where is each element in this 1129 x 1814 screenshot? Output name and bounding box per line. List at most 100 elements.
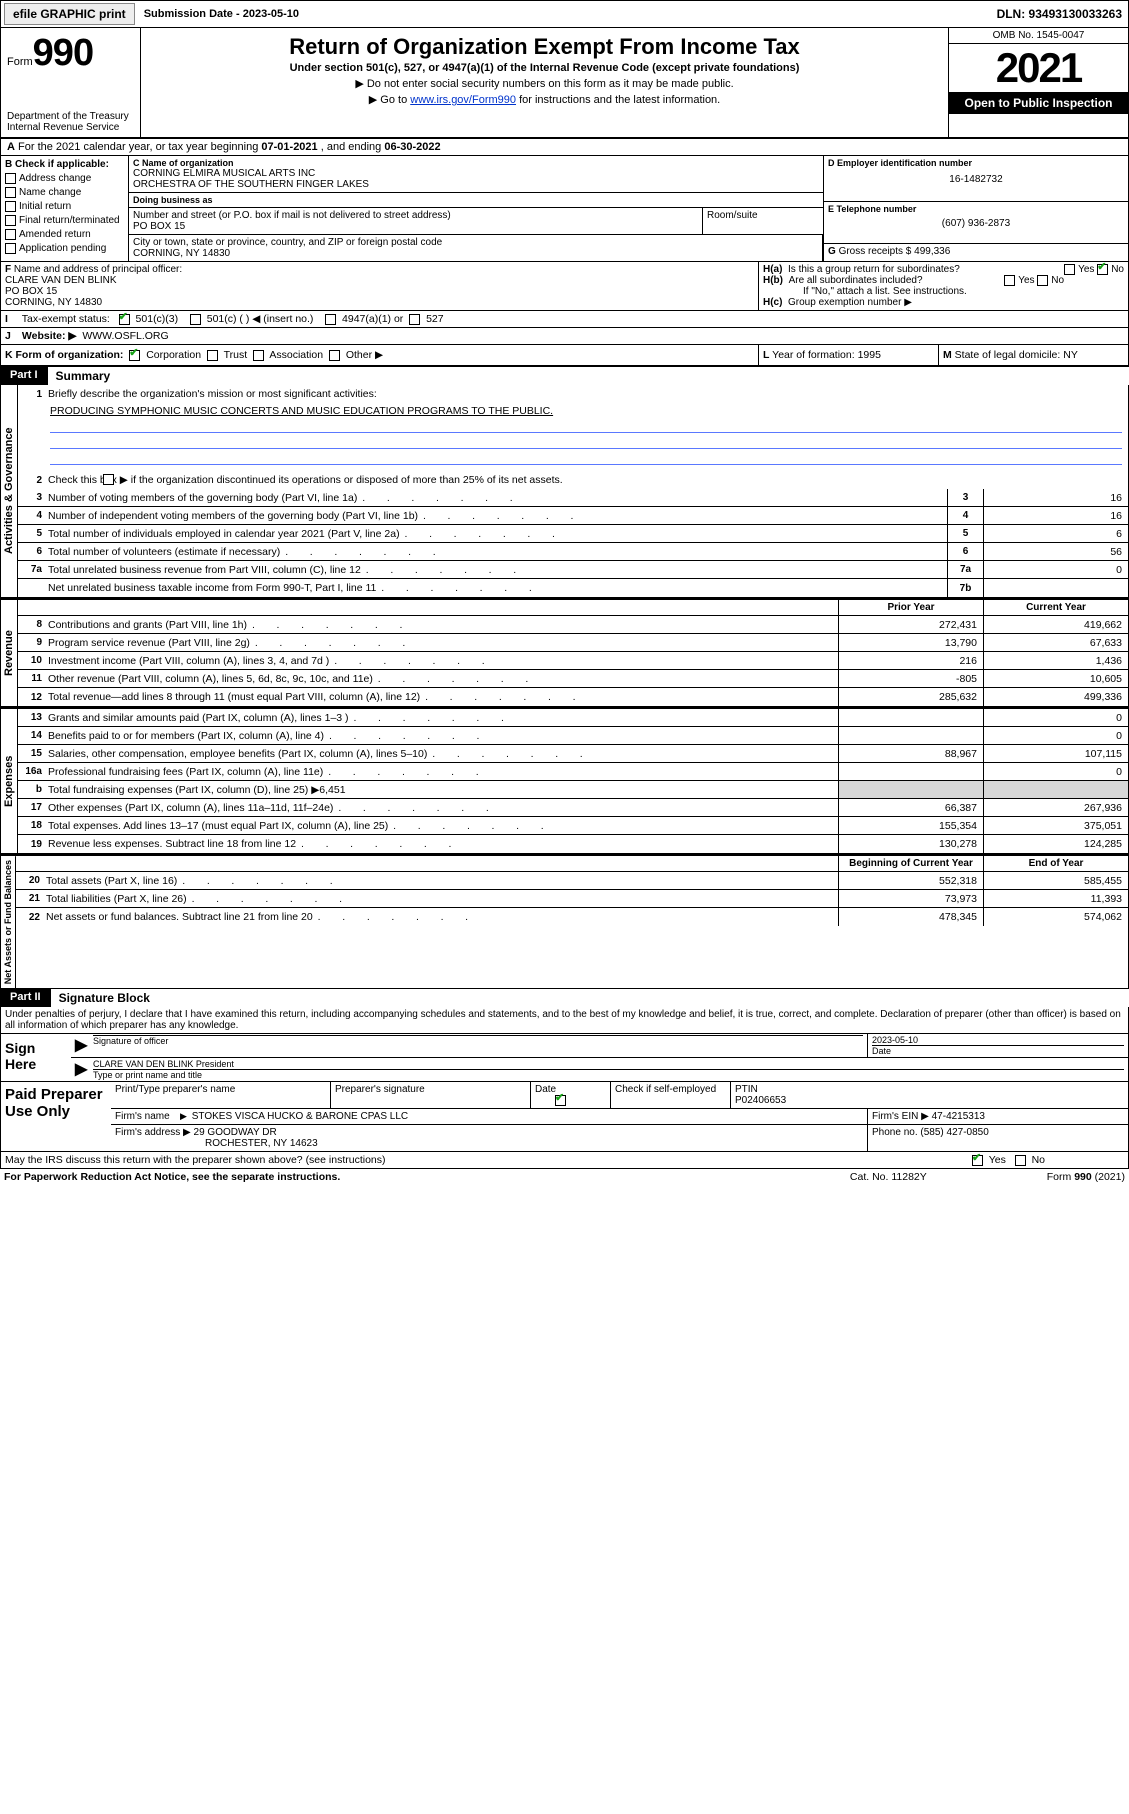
table-row: 18Total expenses. Add lines 13–17 (must …: [18, 817, 1128, 835]
initial-return-checkbox[interactable]: [5, 201, 16, 212]
form-header: Form990 Department of the Treasury Inter…: [0, 28, 1129, 139]
final-return-checkbox[interactable]: [5, 215, 16, 226]
form-title: Return of Organization Exempt From Incom…: [147, 34, 942, 60]
amended-checkbox[interactable]: [5, 229, 16, 240]
self-emp-checkbox[interactable]: [555, 1095, 566, 1106]
table-row: 11Other revenue (Part VIII, column (A), …: [18, 670, 1128, 688]
line-i: I Tax-exempt status: 501(c)(3) 501(c) ( …: [0, 311, 1129, 328]
website-value: WWW.OSFL.ORG: [82, 330, 168, 342]
app-pending-checkbox[interactable]: [5, 243, 16, 254]
table-row: 3Number of voting members of the governi…: [18, 489, 1128, 507]
4947-checkbox[interactable]: [325, 314, 336, 325]
table-row: 19Revenue less expenses. Subtract line 1…: [18, 835, 1128, 853]
table-row: 20Total assets (Part X, line 16)552,3185…: [16, 872, 1128, 890]
firm-name: STOKES VISCA HUCKO & BARONE CPAS LLC: [192, 1111, 408, 1122]
officer-addr1: PO BOX 15: [5, 286, 57, 297]
section-bcdeg: B Check if applicable: Address change Na…: [0, 156, 1129, 262]
table-row: 10Investment income (Part VIII, column (…: [18, 652, 1128, 670]
501c-checkbox[interactable]: [190, 314, 201, 325]
gov-label: Activities & Governance: [1, 385, 18, 597]
name-change-checkbox[interactable]: [5, 187, 16, 198]
submission-label: Submission Date - 2023-05-10: [138, 8, 305, 20]
501c3-checkbox[interactable]: [119, 314, 130, 325]
end-year-header: End of Year: [983, 856, 1128, 871]
sig-name: CLARE VAN DEN BLINK President: [93, 1059, 1124, 1069]
ha-no-checkbox[interactable]: [1097, 264, 1108, 275]
ptin-label: PTIN: [735, 1084, 758, 1095]
form-number: Form990: [7, 32, 134, 75]
prep-date-label: Date: [531, 1082, 611, 1108]
checkboxes-b: B Check if applicable: Address change Na…: [1, 156, 129, 261]
efile-button[interactable]: efile GRAPHIC print: [4, 3, 135, 25]
rev-label: Revenue: [1, 600, 18, 706]
assoc-checkbox[interactable]: [253, 350, 264, 361]
officer-name: CLARE VAN DEN BLINK: [5, 275, 117, 286]
cat-no: Cat. No. 11282Y: [850, 1171, 927, 1183]
hb-yes-checkbox[interactable]: [1004, 275, 1015, 286]
table-row: 7aTotal unrelated business revenue from …: [18, 561, 1128, 579]
exp-label: Expenses: [1, 709, 18, 853]
omb-number: OMB No. 1545-0047: [949, 28, 1128, 44]
state-domicile: NY: [1063, 349, 1078, 361]
tel-value: (607) 936-2873: [828, 218, 1124, 229]
declaration-text: Under penalties of perjury, I declare th…: [1, 1007, 1128, 1034]
sig-date-label: Date: [872, 1045, 1124, 1056]
org-name: CORNING ELMIRA MUSICAL ARTS INC ORCHESTR…: [133, 168, 819, 190]
addr-value: PO BOX 15: [133, 221, 698, 232]
sign-here-label: Sign Here: [1, 1034, 71, 1081]
open-inspection: Open to Public Inspection: [949, 92, 1128, 114]
form-subtitle: Under section 501(c), 527, or 4947(a)(1)…: [147, 62, 942, 74]
addr-change-checkbox[interactable]: [5, 173, 16, 184]
section-fh: F Name and address of principal officer:…: [0, 262, 1129, 311]
firm-addr: 29 GOODWAY DR: [194, 1127, 277, 1138]
527-checkbox[interactable]: [409, 314, 420, 325]
table-row: 13Grants and similar amounts paid (Part …: [18, 709, 1128, 727]
mission-text: PRODUCING SYMPHONIC MUSIC CONCERTS AND M…: [50, 405, 553, 417]
part2-header: Part II Signature Block: [0, 989, 1129, 1007]
paid-preparer: Paid Preparer Use Only Print/Type prepar…: [0, 1082, 1129, 1152]
table-row: 9Program service revenue (Part VIII, lin…: [18, 634, 1128, 652]
irs-link[interactable]: www.irs.gov/Form990: [410, 94, 516, 106]
hb-no-checkbox[interactable]: [1037, 275, 1048, 286]
table-row: 16aProfessional fundraising fees (Part I…: [18, 763, 1128, 781]
summary-revenue: Revenue Prior Year Current Year 8Contrib…: [0, 598, 1129, 707]
period-row: A For the 2021 calendar year, or tax yea…: [0, 139, 1129, 156]
firm-phone: (585) 427-0850: [920, 1127, 988, 1138]
corp-checkbox[interactable]: [129, 350, 140, 361]
tel-label: E Telephone number: [828, 204, 1124, 214]
page-footer: For Paperwork Reduction Act Notice, see …: [0, 1169, 1129, 1185]
firm-city: ROCHESTER, NY 14623: [205, 1138, 318, 1149]
table-row: 21Total liabilities (Part X, line 26)73,…: [16, 890, 1128, 908]
summary-netassets: Net Assets or Fund Balances Beginning of…: [0, 854, 1129, 989]
trust-checkbox[interactable]: [207, 350, 218, 361]
q2-checkbox[interactable]: [103, 474, 114, 485]
table-row: 22Net assets or fund balances. Subtract …: [16, 908, 1128, 926]
table-row: Net unrelated business taxable income fr…: [18, 579, 1128, 597]
org-name-label: C Name of organization: [133, 158, 819, 168]
may-no-checkbox[interactable]: [1015, 1155, 1026, 1166]
begin-year-header: Beginning of Current Year: [838, 856, 983, 871]
part1-header: Part I Summary: [0, 367, 1129, 385]
officer-addr2: CORNING, NY 14830: [5, 297, 102, 308]
firm-ein: 47-4215313: [932, 1111, 985, 1122]
table-row: 15Salaries, other compensation, employee…: [18, 745, 1128, 763]
prior-year-header: Prior Year: [838, 600, 983, 615]
other-checkbox[interactable]: [329, 350, 340, 361]
gross-value: 499,336: [914, 246, 950, 257]
city-value: CORNING, NY 14830: [133, 248, 818, 259]
dba-label: Doing business as: [133, 195, 819, 205]
note-link: ▶ Go to www.irs.gov/Form990 for instruct…: [147, 93, 942, 106]
ein-label: D Employer identification number: [828, 158, 1124, 168]
line-j: J Website: ▶ WWW.OSFL.ORG: [0, 328, 1129, 345]
may-yes-checkbox[interactable]: [972, 1155, 983, 1166]
paid-title: Paid Preparer Use Only: [1, 1082, 111, 1151]
table-row: 4Number of independent voting members of…: [18, 507, 1128, 525]
room-label: Room/suite: [707, 210, 819, 221]
ha-yes-checkbox[interactable]: [1064, 264, 1075, 275]
tax-year: 2021: [949, 44, 1128, 92]
prep-sig-label: Preparer's signature: [331, 1082, 531, 1108]
top-bar: efile GRAPHIC print Submission Date - 20…: [0, 0, 1129, 28]
may-irs-row: May the IRS discuss this return with the…: [0, 1152, 1129, 1169]
na-label: Net Assets or Fund Balances: [1, 856, 16, 988]
table-row: 17Other expenses (Part IX, column (A), l…: [18, 799, 1128, 817]
